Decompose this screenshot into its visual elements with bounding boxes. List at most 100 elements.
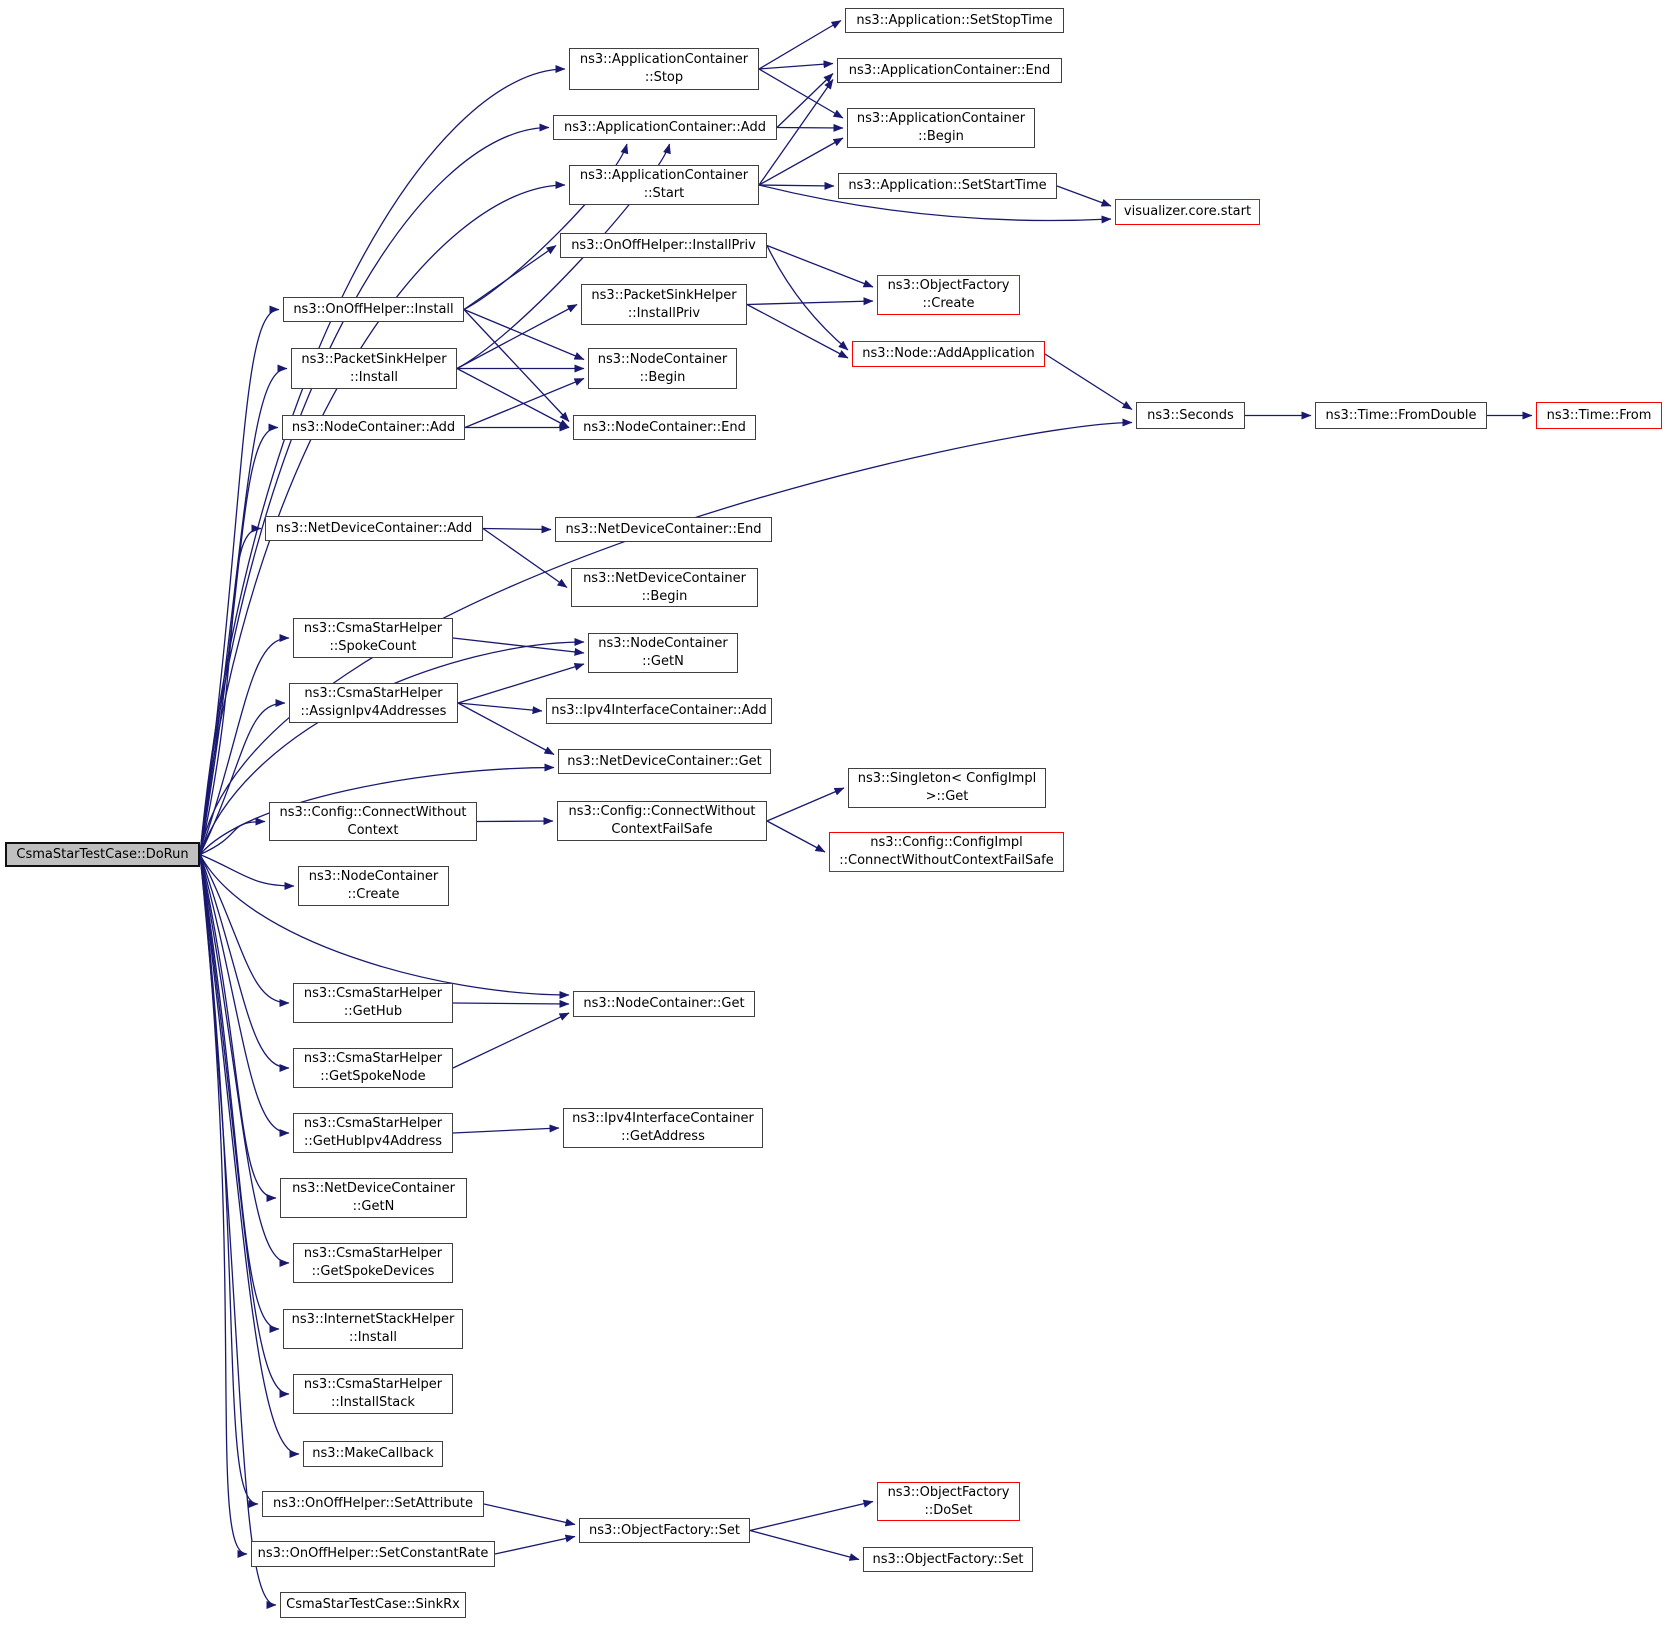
node-label-line: ::GetAddress [621, 1129, 705, 1144]
edge-ofset1-to-doset [749, 1499, 874, 1532]
graph-node-ndcend[interactable]: ns3::NetDeviceContainer::End [555, 517, 772, 542]
edge-dorun-to-getspokedevices [199, 854, 290, 1267]
node-label-line: ::ConnectWithoutContextFailSafe [839, 853, 1054, 868]
graph-node-addapp[interactable]: ns3::Node::AddApplication [852, 341, 1045, 367]
graph-node-ncget[interactable]: ns3::NodeContainer::Get [573, 991, 755, 1017]
graph-node-configimpl[interactable]: ns3::Config::ConfigImpl::ConnectWithoutC… [829, 832, 1064, 872]
node-label-line: ns3::NetDeviceContainer [292, 1181, 455, 1196]
graph-node-ncgetn[interactable]: ns3::NodeContainer::GetN [588, 633, 738, 673]
edge-ofinstall-to-acadd [463, 143, 629, 311]
graph-node-spokecount[interactable]: ns3::CsmaStarHelper::SpokeCount [293, 618, 453, 658]
edge-dorun-to-ofinstall [199, 305, 280, 855]
graph-node-assignipv4[interactable]: ns3::CsmaStarHelper::AssignIpv4Addresses [289, 683, 458, 723]
graph-node-visualizer[interactable]: visualizer.core.start [1115, 199, 1260, 225]
node-label-line: ns3::CsmaStarHelper [303, 1377, 443, 1392]
graph-node-ishinstall[interactable]: ns3::InternetStackHelper::Install [283, 1309, 463, 1349]
graph-node-makecallback[interactable]: ns3::MakeCallback [303, 1441, 443, 1467]
graph-node-getspokenode[interactable]: ns3::CsmaStarHelper::GetSpokeNode [293, 1048, 453, 1088]
graph-node-ndcgetn[interactable]: ns3::NetDeviceContainer::GetN [280, 1178, 467, 1218]
graph-node-psinstallpriv[interactable]: ns3::PacketSinkHelper::InstallPriv [581, 284, 747, 325]
graph-node-ofinstall[interactable]: ns3::OnOffHelper::Install [283, 297, 464, 322]
edge-dorun-to-setattribute [199, 854, 259, 1508]
graph-node-nccreate[interactable]: ns3::NodeContainer::Create [298, 866, 449, 906]
node-label-line: ns3::Application::SetStopTime [856, 12, 1053, 28]
node-label-line: ns3::NetDeviceContainer [583, 570, 746, 586]
graph-node-installstack[interactable]: ns3::CsmaStarHelper::InstallStack [293, 1374, 453, 1414]
node-label-line: ::GetSpokeNode [320, 1069, 426, 1084]
graph-node-psinstall[interactable]: ns3::PacketSinkHelper::Install [291, 348, 457, 389]
graph-node-gethub[interactable]: ns3::CsmaStarHelper::GetHub [293, 983, 453, 1023]
graph-node-ofcreate[interactable]: ns3::ObjectFactory::Create [877, 275, 1020, 315]
node-label-line: ::Install [349, 1330, 397, 1345]
graph-node-acend[interactable]: ns3::ApplicationContainer::End [837, 58, 1062, 83]
graph-node-ofset2[interactable]: ns3::ObjectFactory::Set [863, 1547, 1033, 1572]
edge-assignipv4-to-ipv4add [457, 702, 543, 715]
graph-node-doset[interactable]: ns3::ObjectFactory::DoSet [877, 1482, 1020, 1521]
edge-acstop-to-acbegin [758, 68, 844, 119]
graph-node-ncbegin[interactable]: ns3::NodeContainer::Begin [588, 348, 737, 389]
edge-cwcfs-to-configimpl [766, 820, 826, 853]
node-label-line: ns3::PacketSinkHelper [301, 351, 447, 367]
graph-node-gethubipv4[interactable]: ns3::CsmaStarHelper::GetHubIpv4Address [293, 1113, 453, 1153]
graph-node-getspokedevices[interactable]: ns3::CsmaStarHelper::GetSpokeDevices [293, 1243, 453, 1283]
node-label-line: ::Create [347, 887, 400, 902]
graph-node-ncend[interactable]: ns3::NodeContainer::End [573, 415, 756, 440]
graph-node-fromdouble[interactable]: ns3::Time::FromDouble [1315, 402, 1487, 429]
node-label-line: Context [347, 822, 399, 838]
graph-node-sinkrx[interactable]: CsmaStarTestCase::SinkRx [280, 1592, 466, 1618]
graph-edges [199, 19, 1533, 1609]
graph-node-ofset1[interactable]: ns3::ObjectFactory::Set [579, 1518, 750, 1543]
node-label-line: ::GetSpokeDevices [311, 1264, 435, 1279]
node-label-line: ns3::CsmaStarHelper [303, 1246, 443, 1261]
graph-node-timefrom[interactable]: ns3::Time::From [1536, 402, 1662, 429]
edge-dorun-to-sinkrx [199, 854, 277, 1609]
edge-dorun-to-ndcgetn [199, 854, 277, 1202]
node-label-line: ns3::NodeContainer::End [583, 419, 746, 435]
graph-node-ncadd[interactable]: ns3::NodeContainer::Add [282, 415, 465, 440]
edge-dorun-to-cwc [199, 817, 266, 856]
graph-node-ipv4add[interactable]: ns3::Ipv4InterfaceContainer::Add [546, 698, 772, 724]
graph-node-dorun[interactable]: CsmaStarTestCase::DoRun [5, 842, 200, 867]
graph-node-cwcfs[interactable]: ns3::Config::ConnectWithout ContextFailSa… [557, 801, 767, 841]
node-label-line: ns3::OnOffHelper::SetAttribute [273, 1496, 473, 1511]
node-label-line: ns3::ApplicationContainer::End [848, 62, 1051, 78]
graph-node-acstart[interactable]: ns3::ApplicationContainer::Start [569, 165, 759, 205]
edge-acstart-to-acend [758, 79, 834, 186]
graph-node-ofinstallpriv[interactable]: ns3::OnOffHelper::InstallPriv [560, 233, 767, 258]
edge-dorun-to-installstack [199, 854, 290, 1398]
graph-node-setattribute[interactable]: ns3::OnOffHelper::SetAttribute [262, 1491, 484, 1517]
node-label-line: ns3::NetDeviceContainer::Get [567, 753, 762, 769]
node-label-line: ns3::MakeCallback [312, 1446, 434, 1461]
edge-dorun-to-ndcadd [199, 524, 262, 855]
graph-node-cwc[interactable]: ns3::Config::ConnectWithout Context [269, 802, 477, 841]
edge-dorun-to-nccreate [199, 853, 295, 890]
graph-node-acbegin[interactable]: ns3::ApplicationContainer::Begin [847, 108, 1035, 148]
graph-node-singletonget[interactable]: ns3::Singleton< ConfigImpl >::Get [848, 768, 1046, 808]
node-label-line: ns3::OnOffHelper::SetConstantRate [257, 1546, 489, 1561]
node-label-line: ns3::ApplicationContainer [579, 168, 749, 183]
graph-node-acstop[interactable]: ns3::ApplicationContainer::Stop [569, 48, 759, 90]
node-label-line: ns3::CsmaStarHelper [303, 1116, 443, 1131]
graph-node-ndcbegin[interactable]: ns3::NetDeviceContainer::Begin [571, 568, 758, 607]
node-label-line: ns3::Time::From [1546, 407, 1652, 423]
edge-ncadd-to-ncbegin [464, 377, 585, 429]
graph-node-seconds[interactable]: ns3::Seconds [1136, 402, 1245, 429]
node-label-line: ns3::Singleton< ConfigImpl [857, 771, 1037, 786]
graph-node-acadd[interactable]: ns3::ApplicationContainer::Add [553, 115, 777, 140]
graph-node-setstarttime[interactable]: ns3::Application::SetStartTime [838, 173, 1057, 199]
graph-node-setstoptime[interactable]: ns3::Application::SetStopTime [845, 8, 1064, 33]
graph-node-ndcget[interactable]: ns3::NetDeviceContainer::Get [558, 749, 771, 774]
node-label-line: ns3::NodeContainer::Get [583, 996, 745, 1011]
node-label-line: ns3::ApplicationContainer::Add [564, 119, 766, 135]
edge-psinstallpriv-to-ofcreate [746, 297, 874, 306]
edge-dorun-to-ncadd [199, 423, 279, 855]
node-label-line: ns3::CsmaStarHelper [303, 986, 443, 1001]
graph-node-ndcadd[interactable]: ns3::NetDeviceContainer::Add [265, 516, 483, 541]
edge-dorun-to-ndcget [199, 763, 555, 855]
edge-dorun-to-getspokenode [199, 854, 290, 1072]
graph-node-ipv4getaddr[interactable]: ns3::Ipv4InterfaceContainer::GetAddress [563, 1108, 763, 1148]
graph-node-setconstantrate[interactable]: ns3::OnOffHelper::SetConstantRate [251, 1541, 495, 1567]
